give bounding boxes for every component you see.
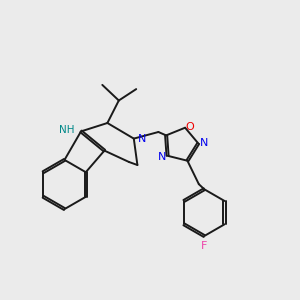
Text: N: N — [158, 152, 166, 162]
Text: N: N — [137, 134, 146, 144]
Text: N: N — [200, 138, 208, 148]
Text: F: F — [200, 241, 207, 250]
Text: O: O — [186, 122, 195, 132]
Text: NH: NH — [59, 125, 74, 135]
